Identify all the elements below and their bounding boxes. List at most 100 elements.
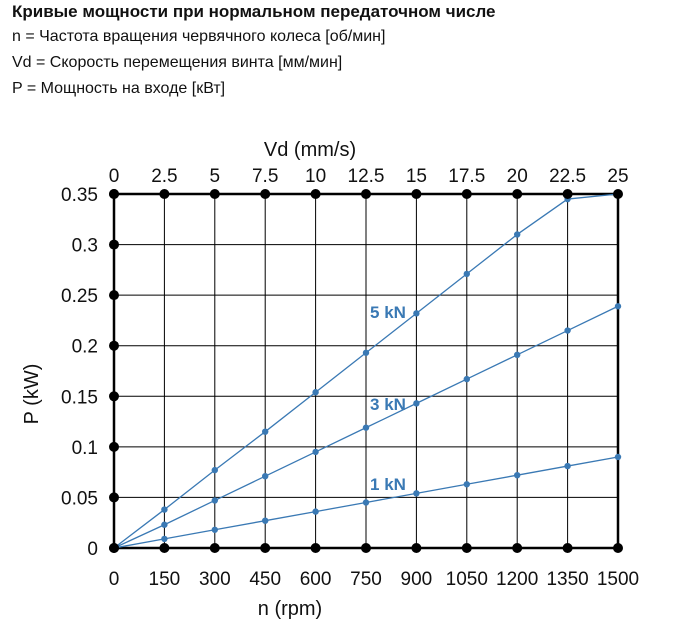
series-point (312, 508, 319, 515)
x2-axis-title: Vd (mm/s) (264, 139, 356, 161)
y-tick-label: 0.05 (61, 488, 98, 509)
series-point (463, 270, 470, 278)
top-axis-dot (209, 189, 220, 199)
series-label-1kn: 1 kN (370, 475, 406, 494)
series-point (161, 521, 168, 528)
x2-tick-label: 10 (305, 166, 326, 187)
top-axis-dot (512, 189, 523, 199)
chart-header: Кривые мощности при нормальном передаточ… (12, 0, 672, 102)
top-axis-dot (461, 189, 472, 199)
bottom-axis-dot (159, 543, 170, 553)
y-tick-label: 0.1 (72, 438, 98, 459)
top-axis-dot (159, 189, 170, 199)
x2-tick-label: 12.5 (348, 166, 385, 187)
series-lines (113, 193, 622, 549)
series-point (262, 428, 269, 435)
x2-tick-label: 0 (109, 166, 120, 187)
x-tick-label: 600 (300, 569, 332, 590)
bottom-axis-dot (310, 543, 321, 553)
chart-title: Кривые мощности при нормальном передаточ… (12, 2, 496, 21)
axis-dots (109, 189, 623, 553)
x-tick-label: 1200 (496, 569, 538, 590)
bottom-axis-dot (461, 543, 472, 553)
x-tick-label: 900 (401, 569, 433, 590)
x-tick-label: 750 (350, 569, 382, 590)
series-point (362, 424, 370, 431)
series-point (514, 351, 521, 359)
series-point (514, 471, 521, 479)
left-axis-dot (109, 543, 119, 553)
series-point (564, 327, 571, 334)
series-label-3kn: 3 kN (370, 395, 406, 414)
bottom-axis-dot (260, 543, 271, 553)
bottom-axis-dot (361, 543, 371, 553)
series-point (211, 497, 218, 504)
series-point (564, 462, 571, 470)
bottom-axis-dot (613, 543, 623, 553)
x-tick-label: 150 (149, 569, 181, 590)
x-tick-label: 1500 (597, 569, 639, 590)
y-tick-label: 0.3 (72, 236, 98, 257)
x-tick-label: 1350 (546, 569, 588, 590)
series-point (362, 499, 370, 506)
left-axis-dot (109, 290, 119, 301)
series-point (514, 231, 521, 238)
series-point (463, 375, 470, 383)
x2-tick-label: 7.5 (252, 166, 278, 187)
x2-tick-label: 5 (210, 166, 221, 187)
y-tick-label: 0.35 (61, 185, 98, 206)
x2-tick-label: 15 (406, 166, 427, 187)
left-axis-dot (109, 189, 119, 199)
x2-tick-label: 25 (607, 166, 628, 187)
legend-line-p: P = Мощность на входе [кВт] (12, 80, 226, 97)
left-axis-dot (109, 441, 119, 452)
y-tick-label: 0.15 (61, 387, 98, 408)
legend-line-vd: Vd = Скорость перемещения винта [мм/мин] (12, 54, 343, 71)
bottom-axis-dot (411, 543, 422, 553)
series-point (161, 506, 168, 513)
left-axis-dot (109, 239, 119, 250)
top-axis-dot (613, 189, 623, 199)
series-point (413, 490, 420, 497)
x-tick-label: 0 (109, 569, 120, 590)
y-tick-label: 0.2 (72, 337, 98, 358)
legend-line-n: n = Частота вращения червячного колеса [… (12, 28, 386, 45)
series-point (312, 389, 319, 396)
y-axis-title: P (kW) (21, 364, 43, 425)
x-tick-label: 300 (199, 569, 231, 590)
bottom-axis-dot (512, 543, 523, 553)
x2-tick-label: 17.5 (448, 166, 485, 187)
series-point (614, 453, 622, 461)
series-point (312, 448, 319, 456)
series-point (413, 310, 420, 317)
x2-tick-label: 2.5 (151, 166, 177, 187)
left-axis-dot (109, 340, 119, 351)
x-axis-title: n (rpm) (258, 598, 322, 620)
series-point (362, 349, 370, 356)
left-axis-dot (109, 492, 119, 503)
top-axis-dot (361, 189, 371, 199)
series-point (262, 517, 269, 524)
series-point (161, 535, 168, 543)
x2-tick-label: 20 (507, 166, 528, 187)
series-point (211, 526, 218, 533)
x2-tick-label: 22.5 (549, 166, 586, 187)
y-tick-label: 0 (87, 539, 98, 560)
series-point (413, 400, 420, 407)
x-tick-label: 450 (249, 569, 281, 590)
series-label-5kn: 5 kN (370, 303, 406, 322)
bottom-axis-dot (209, 543, 220, 553)
series-point (614, 303, 622, 310)
series-point (463, 481, 470, 488)
top-axis-dot (310, 189, 321, 199)
x-tick-label: 1050 (446, 569, 488, 590)
series-point (211, 466, 218, 474)
top-axis-dot (562, 189, 573, 199)
y-tick-label: 0.25 (61, 286, 98, 307)
grid (112, 192, 620, 550)
series-point (262, 472, 269, 480)
top-axis-dot (411, 189, 422, 199)
top-axis-dot (260, 189, 271, 199)
